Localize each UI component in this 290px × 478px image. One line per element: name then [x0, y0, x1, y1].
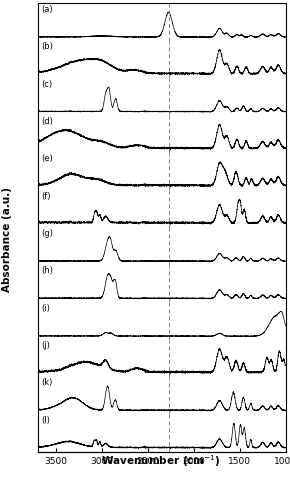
Text: (a): (a) [41, 5, 53, 14]
Text: (h): (h) [41, 266, 53, 275]
Text: Wavenumber (cm$^{-1}$): Wavenumber (cm$^{-1}$) [101, 454, 221, 469]
Text: Absorbance (a.u.): Absorbance (a.u.) [2, 186, 12, 292]
Text: (j): (j) [41, 341, 50, 350]
Text: (b): (b) [41, 42, 53, 51]
Text: (g): (g) [41, 229, 53, 238]
Text: (d): (d) [41, 117, 53, 126]
Text: (f): (f) [41, 192, 51, 201]
Text: (c): (c) [41, 79, 52, 88]
Text: (i): (i) [41, 304, 50, 313]
Text: (k): (k) [41, 379, 53, 388]
Text: (e): (e) [41, 154, 53, 163]
Text: (l): (l) [41, 416, 50, 425]
